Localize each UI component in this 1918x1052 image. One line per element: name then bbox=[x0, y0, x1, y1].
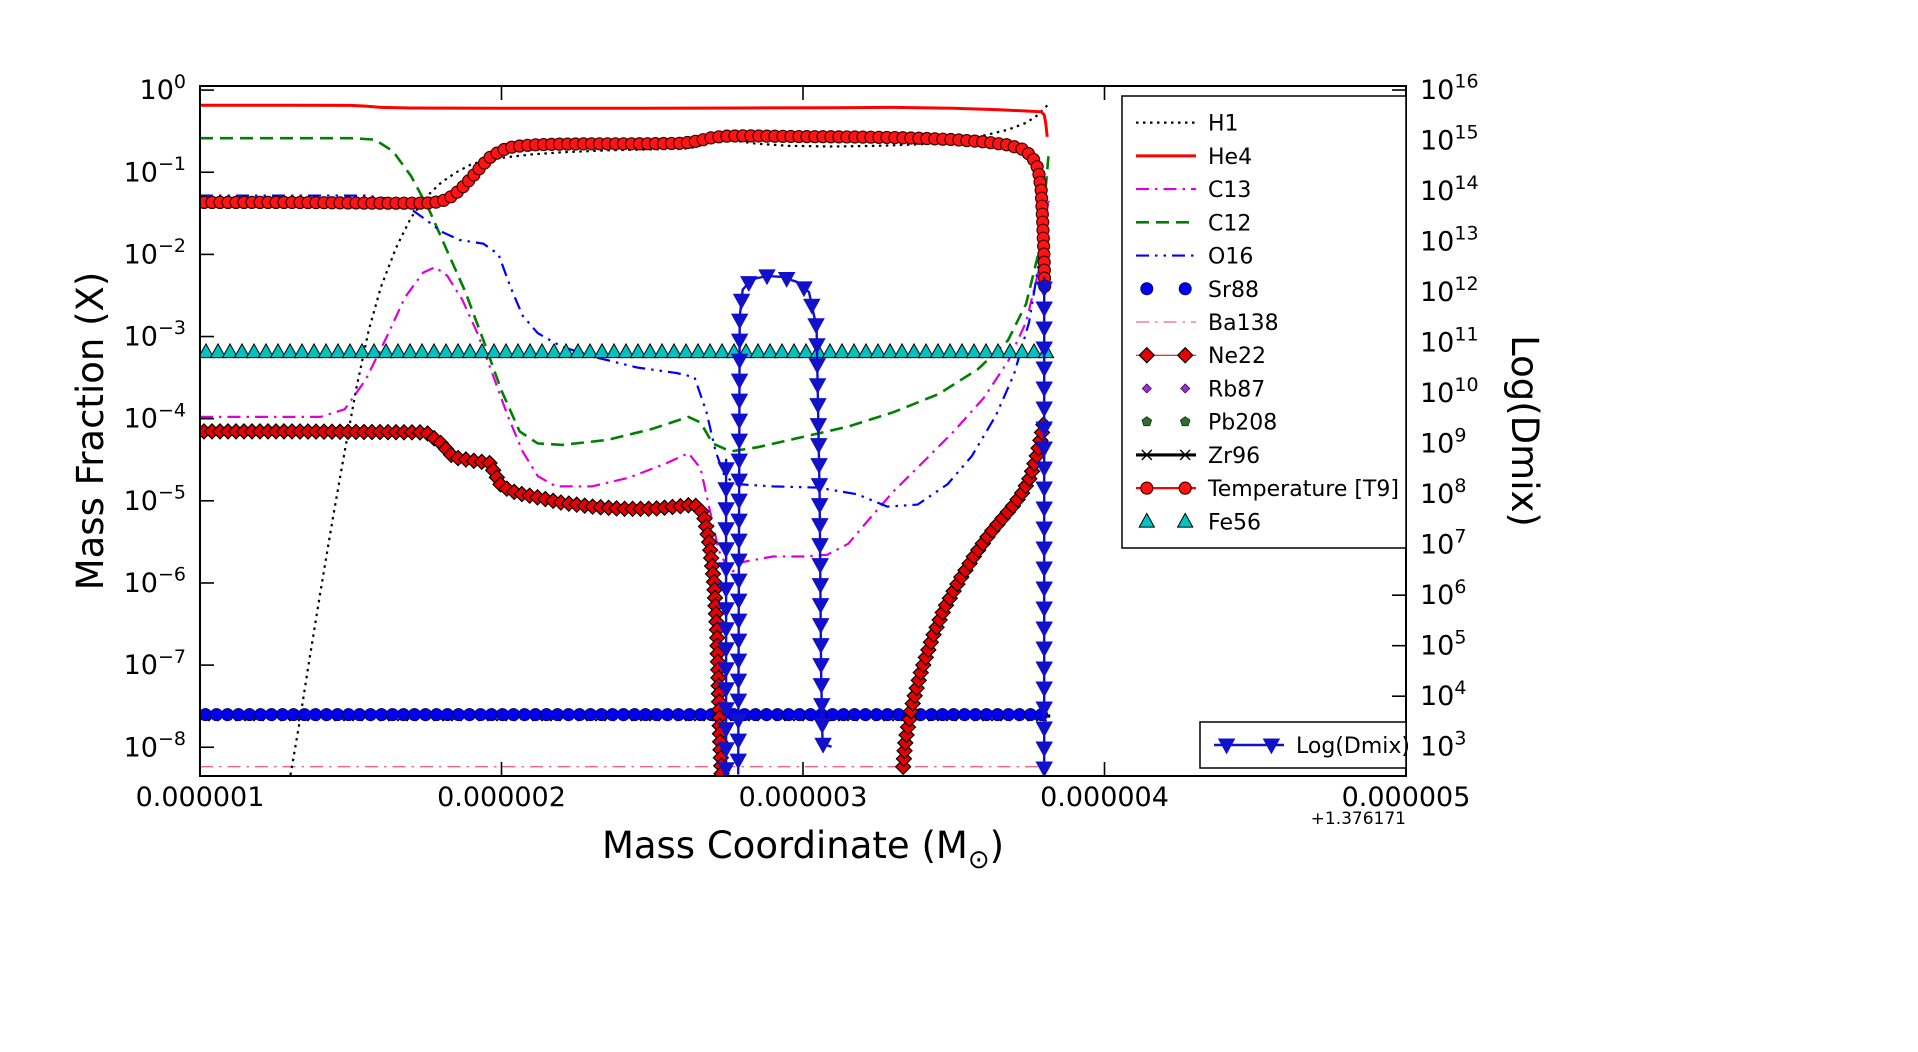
legend-item-he4: He4 bbox=[1136, 145, 1252, 170]
y-left-tick-label: 10−7 bbox=[124, 646, 186, 681]
y-right-tick-label: 103 bbox=[1420, 727, 1466, 762]
y-right-tick-label: 107 bbox=[1420, 525, 1466, 560]
series-he4 bbox=[200, 103, 1049, 137]
legend-item-h1: H1 bbox=[1136, 112, 1239, 137]
legend-item-c13: C13 bbox=[1136, 178, 1251, 203]
legend-item-pb208: Pb208 bbox=[1141, 411, 1277, 436]
y-right-tick-label: 1013 bbox=[1420, 222, 1479, 257]
y-left-tick-label: 10−8 bbox=[124, 728, 186, 763]
legend-item-c12: C12 bbox=[1136, 211, 1251, 236]
y-right-tick-label: 1015 bbox=[1420, 121, 1479, 156]
y-left-tick-label: 10−6 bbox=[124, 564, 186, 599]
legend-item-fe56: Fe56 bbox=[1138, 510, 1261, 535]
y-right-tick-label: 1012 bbox=[1420, 273, 1479, 308]
legend-item-rb87: Rb87 bbox=[1141, 377, 1265, 402]
legend-label: Temperature [T9] bbox=[1207, 477, 1399, 502]
legend-item-o16: O16 bbox=[1136, 245, 1253, 270]
y-left-tick-label: 10−2 bbox=[124, 235, 186, 270]
y-right-tick-label: 108 bbox=[1420, 475, 1466, 510]
y-right-tick-label: 106 bbox=[1420, 576, 1466, 611]
legend-label: Rb87 bbox=[1208, 377, 1265, 402]
legend-label: C13 bbox=[1208, 178, 1251, 203]
x-tick-label: 0.000004 bbox=[1040, 782, 1169, 813]
y-left-tick-label: 10−3 bbox=[124, 317, 186, 352]
y-left-tick-label: 10−4 bbox=[124, 399, 186, 434]
x-axis-offset-text: +1.376171 bbox=[1311, 809, 1406, 829]
series-o16 bbox=[200, 194, 1050, 508]
legend-label: Pb208 bbox=[1208, 411, 1277, 436]
y-right-tick-label: 1010 bbox=[1420, 374, 1479, 409]
y-axis-left-label: Mass Fraction (X) bbox=[69, 272, 112, 591]
legend-label: Sr88 bbox=[1208, 278, 1259, 303]
legend-label: He4 bbox=[1208, 145, 1252, 170]
legend-label: O16 bbox=[1208, 245, 1253, 270]
axes: 0.000001 0.000002 0.000003 0.000004 0.000005… bbox=[124, 71, 1479, 813]
y-left-tick-label: 10−5 bbox=[124, 482, 186, 517]
plot-series bbox=[199, 101, 1055, 777]
series-c13 bbox=[200, 200, 1050, 576]
legend-item-sr88: Sr88 bbox=[1140, 278, 1259, 303]
y-right-tick-label: 1011 bbox=[1420, 323, 1479, 358]
series-temperature-t9- bbox=[199, 129, 1052, 293]
legend-item-temperature-t9-: Temperature [T9] bbox=[1136, 477, 1399, 502]
y-left-tick-label: 10−1 bbox=[124, 153, 186, 188]
series-fe56 bbox=[199, 342, 1055, 359]
legend-item-ba138: Ba138 bbox=[1136, 311, 1279, 336]
legend-label: Zr96 bbox=[1208, 444, 1260, 469]
legend-label: Ba138 bbox=[1208, 311, 1279, 336]
legend-dmix: Log(Dmix) bbox=[1199, 721, 1410, 769]
legend-item-log-dmix: Log(Dmix) bbox=[1214, 734, 1410, 759]
y-right-tick-label: 109 bbox=[1420, 424, 1466, 459]
x-tick-label: 0.000002 bbox=[437, 782, 566, 813]
series-c12 bbox=[200, 136, 1050, 453]
legend-label: Ne22 bbox=[1208, 344, 1266, 369]
legend-item-ne22: Ne22 bbox=[1136, 344, 1266, 369]
y-axis-right-label: Log(Dmix) bbox=[1503, 335, 1546, 527]
y-right-tick-label: 1014 bbox=[1420, 172, 1479, 207]
legend-label: H1 bbox=[1208, 112, 1239, 137]
x-tick-label: 0.000003 bbox=[739, 782, 868, 813]
y-right-tick-label: 104 bbox=[1420, 677, 1466, 712]
legend-label: Log(Dmix) bbox=[1296, 734, 1410, 759]
legend-item-zr96: Zr96 bbox=[1136, 444, 1260, 469]
y-right-tick-label: 1016 bbox=[1420, 71, 1479, 106]
x-tick-label: 0.000001 bbox=[136, 782, 265, 813]
x-tick-label: 0.000005 bbox=[1342, 782, 1471, 813]
legend-label: C12 bbox=[1208, 211, 1251, 236]
y-left-tick-label: 100 bbox=[140, 71, 186, 106]
y-right-tick-label: 105 bbox=[1420, 626, 1466, 661]
series-sr88 bbox=[199, 708, 1049, 722]
legend: H1 He4 C13 C12 O16 Sr88 Ba138 Ne22 Rb87 Pb208 Zr96… bbox=[1121, 95, 1407, 549]
x-axis-label: Mass Coordinate (M⊙) bbox=[602, 824, 1004, 875]
legend-label: Fe56 bbox=[1208, 510, 1261, 535]
series-log-dmix- bbox=[717, 269, 1053, 777]
